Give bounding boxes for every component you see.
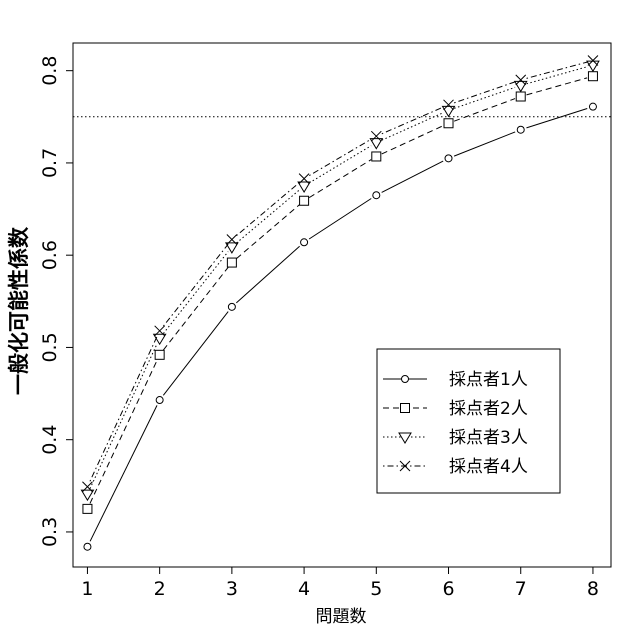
series-line-segment <box>309 138 372 177</box>
x-tick-label: 1 <box>81 578 93 600</box>
circle-marker <box>588 102 597 111</box>
series-line-segment <box>162 243 229 327</box>
x-tick-label: 6 <box>442 578 454 600</box>
series-line-segment <box>308 145 372 184</box>
x-tick-label: 7 <box>515 578 527 600</box>
series-line-segment <box>89 336 158 482</box>
square-marker <box>515 91 526 102</box>
series-2 <box>82 71 598 514</box>
square-marker <box>226 257 237 268</box>
series-line-segment <box>162 266 229 351</box>
plot-frame <box>72 42 612 568</box>
series-line-segment <box>236 189 300 244</box>
triangle-marker <box>398 432 412 444</box>
series-line-segment <box>162 311 229 396</box>
y-tick-label: 0.5 <box>39 332 61 362</box>
series-line-segment <box>308 159 372 199</box>
cross-marker <box>226 234 238 245</box>
legend-item: 採点者4人 <box>383 457 528 477</box>
series-line-segment <box>454 86 516 109</box>
legend-item: 採点者3人 <box>383 428 528 448</box>
series-line-segment <box>381 112 444 141</box>
series-line-segment <box>89 343 158 489</box>
series-line-segment <box>381 125 444 155</box>
circle-marker <box>83 542 92 551</box>
triangle-marker <box>369 138 384 150</box>
legend-item: 採点者2人 <box>383 399 528 419</box>
square-marker <box>400 403 410 413</box>
series-line-segment <box>453 98 516 122</box>
legend-label: 採点者1人 <box>449 370 528 390</box>
cross-marker <box>82 481 93 493</box>
square-marker <box>154 349 165 360</box>
x-tick-label: 2 <box>154 578 166 600</box>
cross-marker <box>370 130 382 142</box>
x-tick-label: 8 <box>587 578 599 600</box>
square-marker <box>443 118 454 129</box>
legend-item: 採点者1人 <box>383 370 528 390</box>
triangle-marker <box>80 489 95 502</box>
y-tick-label: 0.7 <box>39 148 61 178</box>
series-line-segment <box>236 204 300 260</box>
y-axis-title: 一般化可能性係数 <box>7 226 31 395</box>
circle-marker <box>444 154 453 163</box>
circle-marker <box>227 302 236 311</box>
series-line-segment <box>162 251 229 334</box>
y-tick-label: 0.3 <box>39 517 61 547</box>
series-line-segment <box>526 77 588 96</box>
series-line-segment <box>236 245 300 304</box>
cross-marker <box>154 325 166 337</box>
square-marker <box>299 195 310 206</box>
series-line-segment <box>526 61 588 79</box>
series-line-segment <box>454 81 516 104</box>
y-tick-label: 0.4 <box>39 425 61 455</box>
series-line-segment <box>453 131 516 157</box>
axes-layer: 1 2 3 4 5 6 7 8 0.3 0.4 0.5 0.6 0.7 0.8 <box>39 42 612 600</box>
y-tick-label: 0.8 <box>39 56 61 86</box>
series-1 <box>83 102 597 551</box>
legend-label: 採点者2人 <box>449 399 528 419</box>
cross-marker <box>443 99 454 111</box>
legend-label: 採点者4人 <box>449 457 528 477</box>
series-line-segment <box>89 360 158 504</box>
circle-marker <box>372 191 381 200</box>
cross-marker <box>298 173 310 184</box>
circle-marker <box>401 375 409 383</box>
triangle-marker <box>586 60 600 73</box>
circle-marker <box>516 125 525 134</box>
x-tick-label: 4 <box>298 578 310 600</box>
x-axis-title: 問題数 <box>316 607 367 627</box>
series-line-segment <box>236 182 300 237</box>
triangle-marker <box>297 181 311 193</box>
series-line-segment <box>308 198 372 240</box>
triangle-marker <box>441 105 456 118</box>
x-tick-label: 5 <box>370 578 382 600</box>
circle-marker <box>300 238 309 247</box>
legend-label: 採点者3人 <box>449 428 528 448</box>
series-line-segment <box>381 106 444 135</box>
triangle-marker <box>152 333 167 346</box>
series-line-segment <box>526 66 588 85</box>
y-tick-label: 0.6 <box>39 240 61 270</box>
triangle-marker <box>513 80 528 93</box>
series-line-segment <box>526 108 588 129</box>
x-tick-label: 3 <box>226 578 238 600</box>
cross-marker <box>587 55 599 66</box>
cross-marker <box>399 460 411 472</box>
cross-marker <box>515 74 527 86</box>
series-4 <box>82 55 599 493</box>
square-marker <box>371 151 382 162</box>
series-line-segment <box>381 160 444 193</box>
square-marker <box>587 71 598 82</box>
series-layer <box>80 55 600 551</box>
triangle-marker <box>224 242 239 254</box>
square-marker <box>82 503 93 514</box>
circle-marker <box>155 396 164 405</box>
series-line-segment <box>89 405 158 542</box>
